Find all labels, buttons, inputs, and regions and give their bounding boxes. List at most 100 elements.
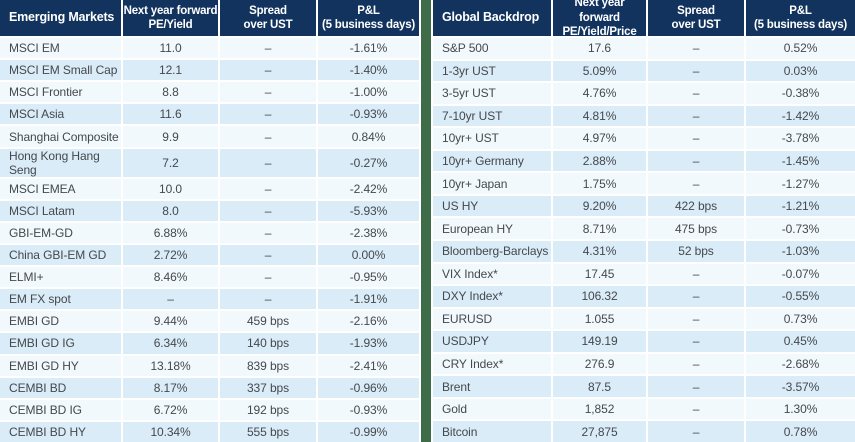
instrument-name: EMBI GD bbox=[0, 311, 121, 332]
value-cell: 149.19 bbox=[553, 331, 646, 352]
instrument-name: CEMBI BD bbox=[0, 377, 121, 398]
value-cell: 9.44% bbox=[123, 311, 218, 332]
spread-cell: – bbox=[648, 105, 744, 127]
spread-cell: – bbox=[648, 376, 744, 397]
instrument-name: 7-10yr UST bbox=[433, 105, 551, 127]
value-cell: 4.31% bbox=[553, 240, 646, 262]
pnl-cell: -0.96% bbox=[318, 377, 419, 398]
spread-cell: – bbox=[648, 308, 744, 330]
global-backdrop-table: Global Backdrop Next year forward PE/Yie… bbox=[433, 0, 855, 442]
pnl-cell: -3.57% bbox=[746, 376, 855, 397]
pnl-cell: -0.38% bbox=[746, 83, 855, 104]
value-cell: 1.055 bbox=[553, 308, 646, 330]
spread-cell: – bbox=[220, 289, 316, 310]
spread-cell: – bbox=[648, 128, 744, 149]
instrument-name: European HY bbox=[433, 218, 551, 239]
column-header-line: P&L bbox=[357, 4, 380, 17]
pnl-cell: -1.42% bbox=[746, 105, 855, 127]
spread-cell: – bbox=[220, 148, 316, 177]
column-header-spread: Spread over UST bbox=[220, 0, 316, 36]
pnl-cell: -5.93% bbox=[318, 200, 419, 221]
instrument-name: CEMBI BD IG bbox=[0, 399, 121, 420]
instrument-name: CRY Index* bbox=[433, 353, 551, 375]
column-header-pnl: P&L (5 business days) bbox=[746, 0, 855, 36]
spread-cell: 555 bps bbox=[220, 421, 316, 442]
value-cell: 2.88% bbox=[553, 150, 646, 172]
pnl-cell: -2.38% bbox=[318, 222, 419, 243]
value-cell: 4.97% bbox=[553, 128, 646, 149]
pnl-cell: 0.78% bbox=[746, 421, 855, 442]
instrument-name: EMBI GD HY bbox=[0, 355, 121, 376]
value-cell: 10.0 bbox=[123, 178, 218, 199]
instrument-name: VIX Index* bbox=[433, 263, 551, 285]
pnl-cell: 0.00% bbox=[318, 244, 419, 266]
spread-cell: – bbox=[220, 222, 316, 243]
pnl-cell: -3.78% bbox=[746, 128, 855, 149]
spread-cell: 475 bps bbox=[648, 218, 744, 239]
instrument-name: Brent bbox=[433, 376, 551, 397]
value-cell: 2.72% bbox=[123, 244, 218, 266]
instrument-name: 1-3yr UST bbox=[433, 60, 551, 82]
value-cell: 8.17% bbox=[123, 377, 218, 398]
instrument-name: MSCI Asia bbox=[0, 104, 121, 125]
spread-cell: – bbox=[648, 83, 744, 104]
column-header-line: over UST bbox=[671, 19, 721, 31]
pnl-cell: -1.93% bbox=[318, 333, 419, 354]
table-divider bbox=[419, 0, 433, 442]
pnl-cell: -0.99% bbox=[318, 421, 419, 442]
column-header-line: Next year forward bbox=[574, 0, 625, 24]
value-cell: 6.34% bbox=[123, 333, 218, 354]
instrument-name: China GBI-EM GD bbox=[0, 244, 121, 266]
spread-cell: 459 bps bbox=[220, 311, 316, 332]
instrument-name: GBI-EM-GD bbox=[0, 222, 121, 243]
spread-cell: 839 bps bbox=[220, 355, 316, 376]
value-cell: 4.76% bbox=[553, 83, 646, 104]
pnl-cell: -2.68% bbox=[746, 353, 855, 375]
pnl-cell: 0.52% bbox=[746, 38, 855, 59]
value-cell: 27,875 bbox=[553, 421, 646, 442]
value-cell: 7.2 bbox=[123, 148, 218, 177]
column-header-line: P&L bbox=[789, 4, 812, 17]
instrument-name: Gold bbox=[433, 398, 551, 420]
spread-cell: 337 bps bbox=[220, 377, 316, 398]
column-header-line: Next year forward bbox=[123, 4, 218, 17]
value-cell: 8.71% bbox=[553, 218, 646, 239]
table-title-global-backdrop: Global Backdrop bbox=[433, 0, 551, 36]
instrument-name: EMBI GD IG bbox=[0, 333, 121, 354]
column-header-line: PE/Yield/Price bbox=[562, 26, 637, 39]
spread-cell: – bbox=[220, 38, 316, 59]
instrument-name: Hong Kong Hang Seng bbox=[0, 148, 121, 177]
instrument-name: EURUSD bbox=[433, 308, 551, 330]
pnl-cell: -1.91% bbox=[318, 289, 419, 310]
spread-cell: – bbox=[220, 178, 316, 199]
column-header-spread: Spread over UST bbox=[648, 0, 744, 36]
instrument-name: 10yr+ UST bbox=[433, 128, 551, 149]
value-cell: 13.18% bbox=[123, 355, 218, 376]
pnl-cell: 0.73% bbox=[746, 308, 855, 330]
value-cell: 17.45 bbox=[553, 263, 646, 285]
value-cell: 12.1 bbox=[123, 60, 218, 81]
pnl-cell: -0.55% bbox=[746, 286, 855, 307]
instrument-name: EM FX spot bbox=[0, 289, 121, 310]
value-cell: – bbox=[123, 289, 218, 310]
value-cell: 1,852 bbox=[553, 398, 646, 420]
instrument-name: 3-5yr UST bbox=[433, 83, 551, 104]
column-header-pnl: P&L (5 business days) bbox=[318, 0, 419, 36]
value-cell: 17.6 bbox=[553, 38, 646, 59]
spread-cell: – bbox=[648, 331, 744, 352]
spread-cell: – bbox=[648, 38, 744, 59]
instrument-name: US HY bbox=[433, 195, 551, 217]
instrument-name: CEMBI BD HY bbox=[0, 421, 121, 442]
value-cell: 106.32 bbox=[553, 286, 646, 307]
instrument-name: Shanghai Composite bbox=[0, 126, 121, 147]
value-cell: 11.0 bbox=[123, 38, 218, 59]
pnl-cell: -0.27% bbox=[318, 148, 419, 177]
spread-cell: – bbox=[220, 104, 316, 125]
value-cell: 10.34% bbox=[123, 421, 218, 442]
instrument-name: DXY Index* bbox=[433, 286, 551, 307]
column-header-line: PE/Yield bbox=[148, 19, 193, 31]
spread-cell: – bbox=[220, 60, 316, 81]
spread-cell: – bbox=[648, 150, 744, 172]
column-header-pe-yield-price: Next year forward PE/Yield/Price bbox=[553, 0, 646, 39]
pnl-cell: -2.16% bbox=[318, 311, 419, 332]
